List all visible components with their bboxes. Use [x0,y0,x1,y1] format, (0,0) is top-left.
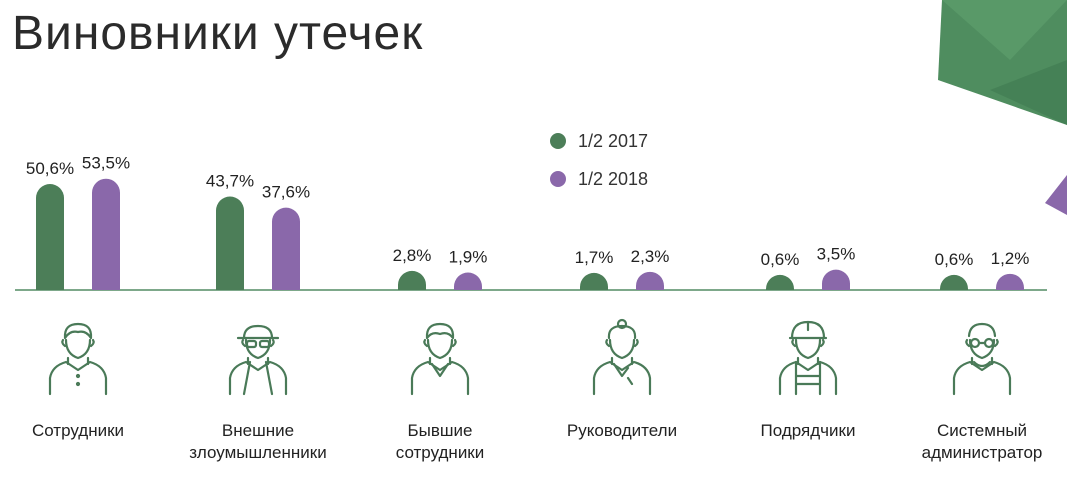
legend-label-2018: 1/2 2018 [578,168,649,189]
legend: 1/2 2017 1/2 2018 [550,122,648,198]
contractor-icon [770,318,846,396]
bar [272,207,300,290]
data-label: 0,6% [761,250,800,269]
legend-item-2017: 1/2 2017 [550,122,648,160]
category-label: Системный администратор [921,421,1043,462]
category-label: Подрядчики [760,421,856,440]
manager-icon [584,318,660,396]
bar [216,196,244,290]
category-label: Руководители [566,421,678,440]
bar [822,269,850,290]
side-triangle-decoration [1045,175,1067,215]
hacker-icon [220,318,296,396]
data-label: 2,8% [393,246,432,265]
bar [996,273,1024,290]
data-label: 1,2% [991,249,1030,268]
sysadmin-icon [944,318,1020,396]
category-label: Сотрудники [31,421,125,440]
employee-icon [40,318,116,396]
legend-item-2018: 1/2 2018 [550,160,648,198]
bar [454,272,482,290]
bar [580,272,608,290]
bar [940,274,968,290]
category-label: Внешние злоумышленники [189,421,327,462]
data-label: 50,6% [26,159,74,178]
bar [766,274,794,290]
former-employee-icon [402,318,478,396]
bar [398,270,426,290]
bar [636,271,664,290]
data-label: 53,5% [82,154,130,173]
legend-dot-2018 [550,171,566,187]
corner-decoration [938,0,1067,125]
page-title: Виновники утечек [12,7,424,60]
data-label: 43,7% [206,172,254,191]
legend-label-2017: 1/2 2017 [578,130,649,151]
category-label: Бывшие сотрудники [395,421,485,462]
data-label: 0,6% [935,250,974,269]
bar [92,178,121,290]
data-label: 3,5% [817,245,856,264]
data-label: 37,6% [262,183,310,202]
data-label: 1,7% [575,248,614,267]
data-label: 1,9% [449,248,488,267]
legend-dot-2017 [550,133,566,149]
bar [36,184,64,290]
data-label: 2,3% [631,247,670,266]
